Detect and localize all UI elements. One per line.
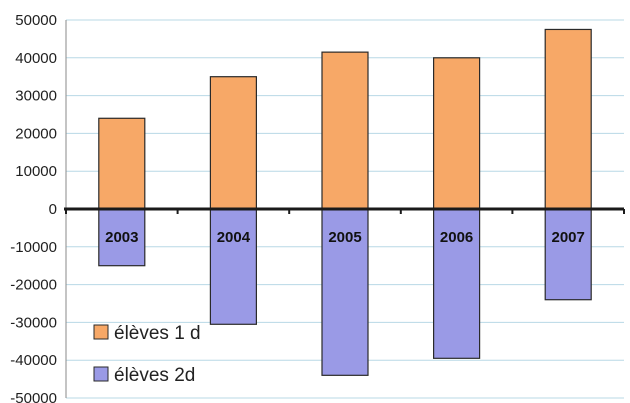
bar-eleves-1d-2003 <box>98 117 146 210</box>
y-tick-label: -20000 <box>10 277 57 294</box>
legend-swatch <box>93 324 109 340</box>
bar-eleves-2d-2004 <box>209 208 257 325</box>
bar-eleves-2d-2005 <box>321 208 369 376</box>
y-tick-label: 30000 <box>15 88 57 105</box>
y-tick-label: 0 <box>49 201 57 218</box>
legend-swatch <box>93 366 109 382</box>
y-tick-label: -10000 <box>10 239 57 256</box>
bar-eleves-1d-2004 <box>209 76 257 210</box>
y-tick-label: 40000 <box>15 50 57 67</box>
category-label: 2006 <box>440 229 473 246</box>
category-label: 2004 <box>217 229 251 246</box>
y-tick-label: 50000 <box>15 12 57 29</box>
bar-eleves-2d-2003 <box>98 208 146 267</box>
bar-eleves-2d-2007 <box>544 208 592 301</box>
bar-eleves-1d-2006 <box>433 57 481 210</box>
y-tick-label: -50000 <box>10 390 57 403</box>
legend-label: élèves 2d <box>114 365 195 386</box>
y-tick-label: -30000 <box>10 314 57 331</box>
legend-label: élèves 1 d <box>114 323 201 344</box>
category-label: 2007 <box>552 229 585 246</box>
bar-eleves-1d-2005 <box>321 51 369 210</box>
category-label: 2005 <box>328 229 361 246</box>
category-label: 2003 <box>105 229 138 246</box>
y-tick-label: 20000 <box>15 125 57 142</box>
y-tick-label: -40000 <box>10 352 57 369</box>
bar-eleves-1d-2007 <box>544 28 592 210</box>
y-tick-label: 10000 <box>15 163 57 180</box>
bar-eleves-2d-2006 <box>433 208 481 359</box>
